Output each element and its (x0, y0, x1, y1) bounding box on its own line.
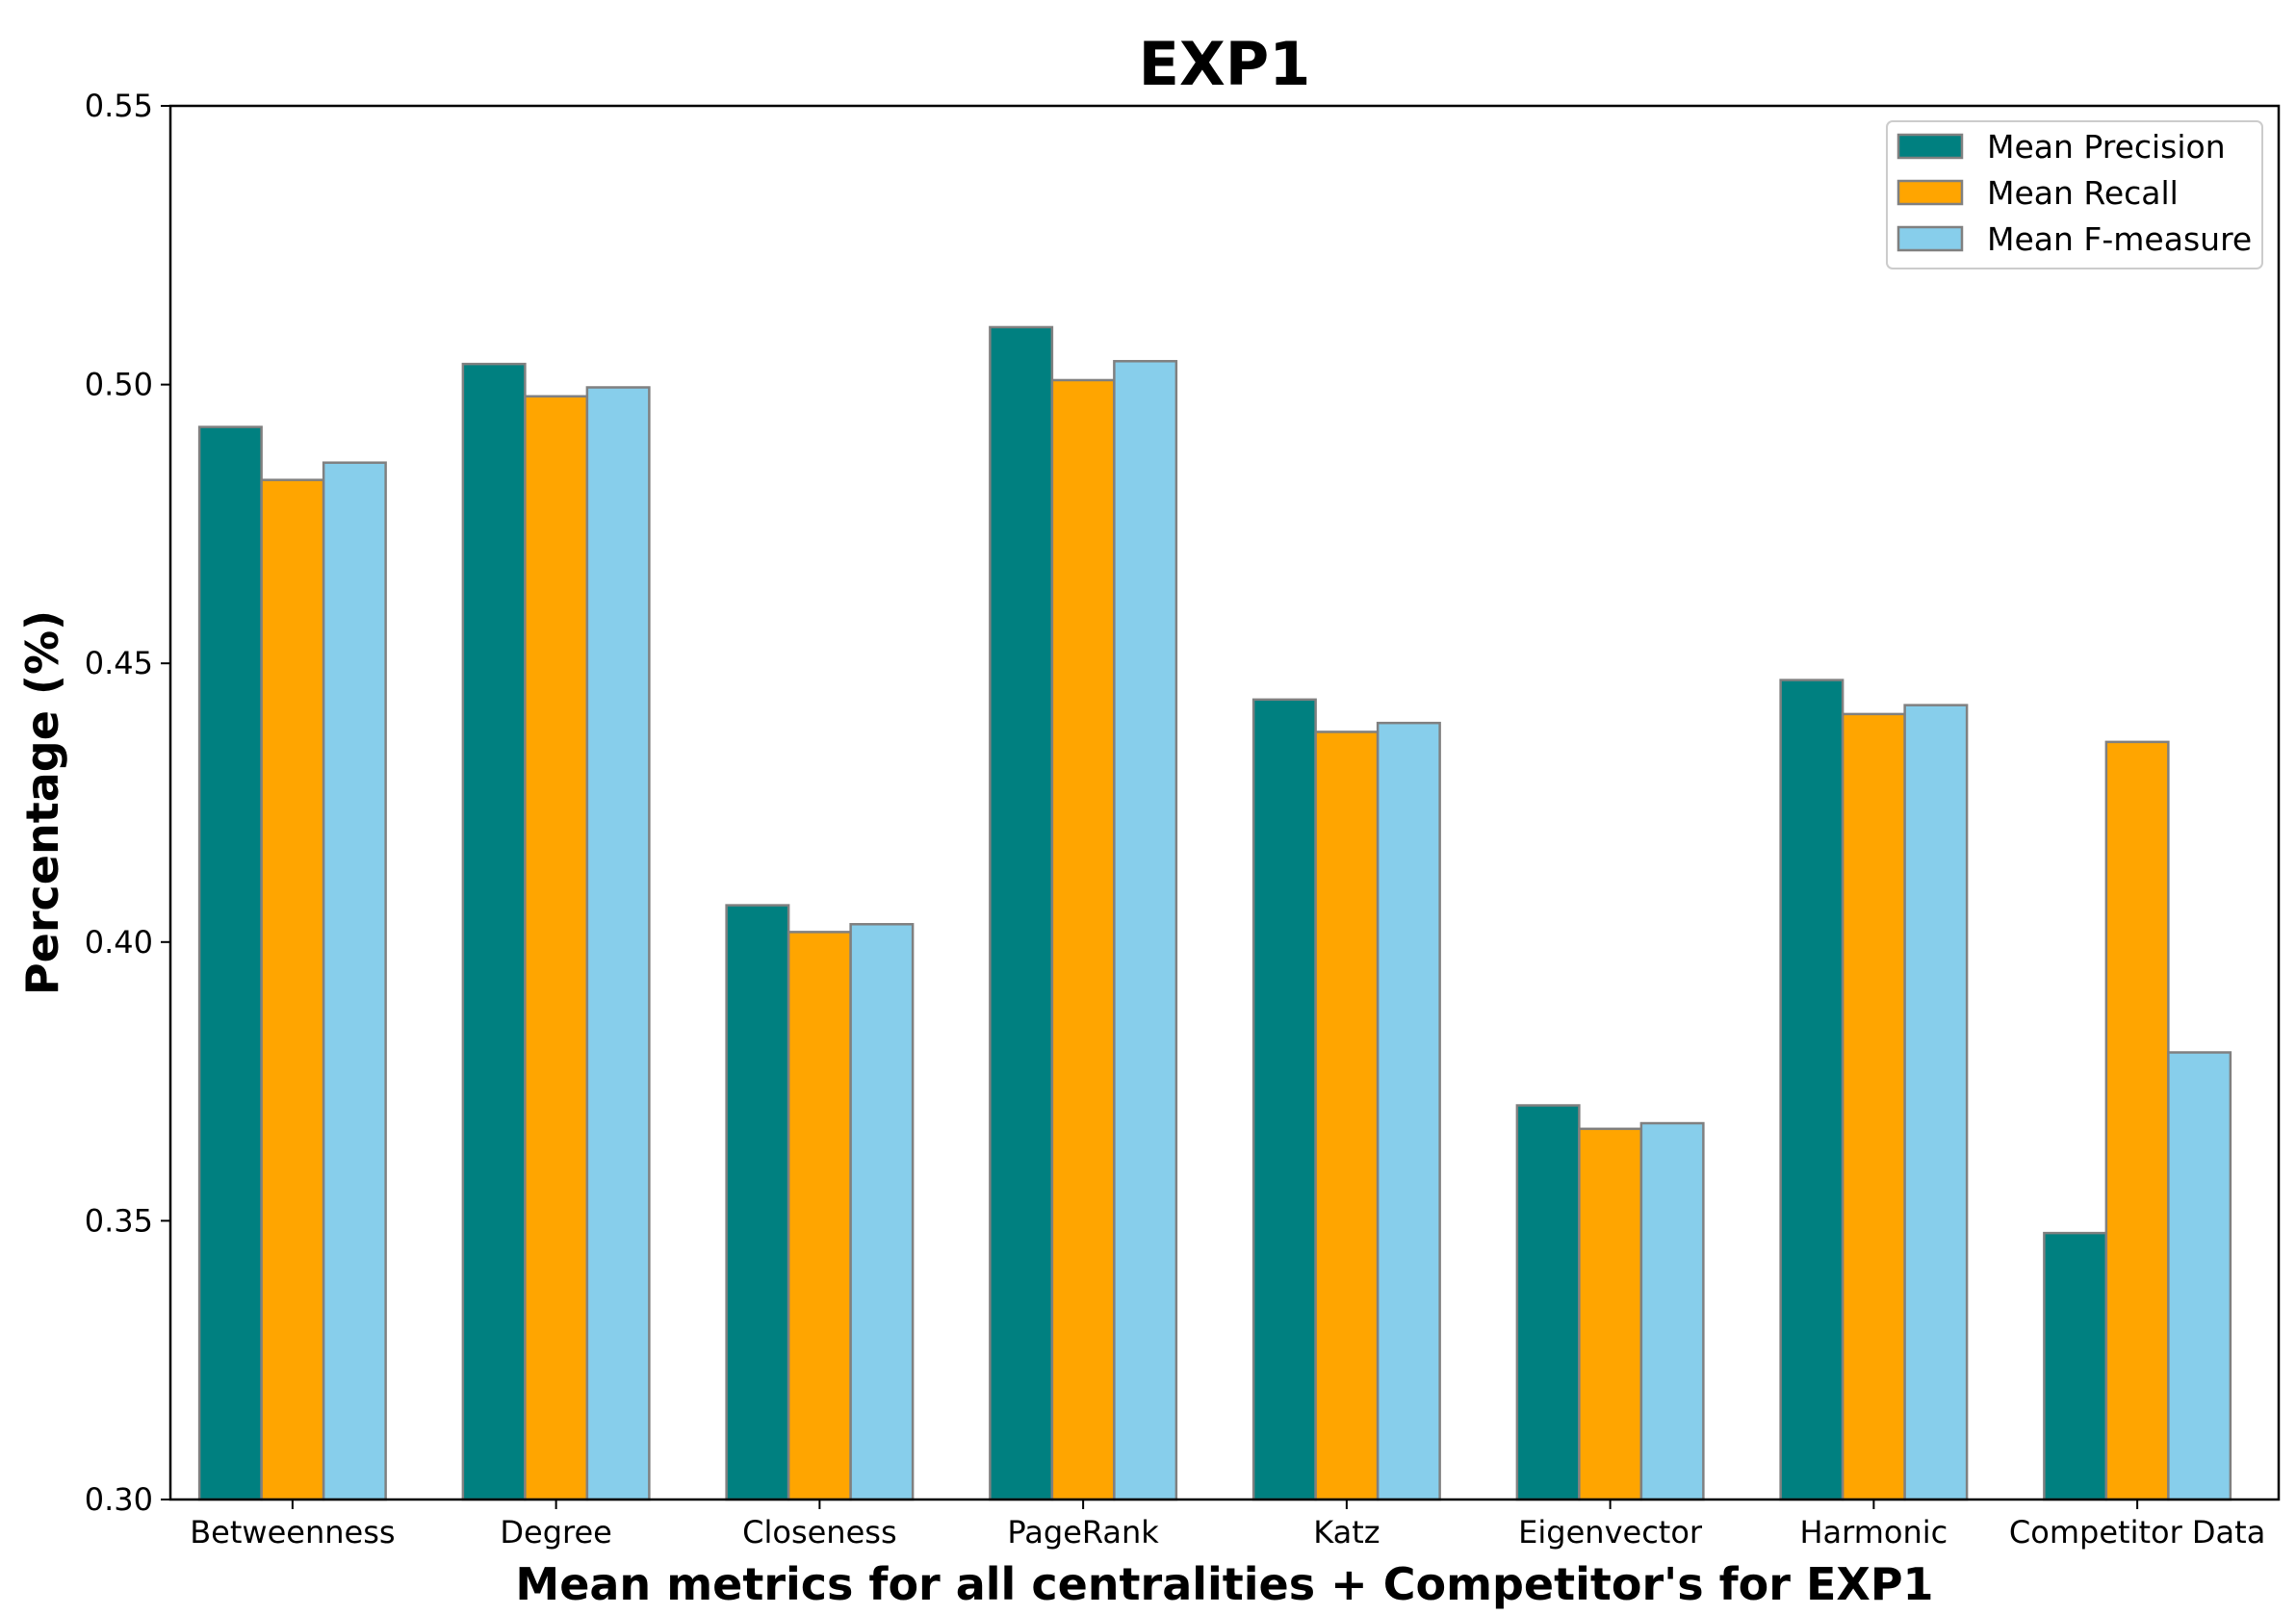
bar-mean-precision-betweenness (197, 425, 263, 1501)
y-axis-label: Percentage (%) (16, 610, 68, 995)
bar-mean-f-measure-competitor-data (2167, 1051, 2232, 1501)
legend-swatch (1896, 133, 1964, 160)
y-tick-label: 0.50 (85, 367, 153, 403)
bar-mean-recall-katz (1314, 731, 1380, 1501)
x-tick-label: Closeness (742, 1514, 896, 1551)
legend-swatch (1896, 179, 1964, 206)
bar-mean-recall-closeness (787, 931, 852, 1501)
bar-mean-f-measure-eigenvector (1639, 1121, 1705, 1501)
x-tick-label: Harmonic (1799, 1514, 1948, 1551)
bar-mean-f-measure-harmonic (1903, 704, 1969, 1501)
bar-mean-recall-competitor-data (2104, 740, 2170, 1501)
x-tick-label: Competitor Data (2009, 1514, 2265, 1551)
bar-mean-precision-eigenvector (1515, 1104, 1581, 1501)
bar-mean-recall-betweenness (260, 478, 325, 1501)
chart-title: EXP1 (1139, 29, 1311, 99)
bar-mean-f-measure-katz (1376, 721, 1441, 1501)
y-tick-label: 0.45 (85, 645, 153, 681)
bar-mean-f-measure-pagerank (1113, 360, 1178, 1501)
bar-mean-precision-competitor-data (2043, 1231, 2108, 1501)
bar-mean-f-measure-betweenness (322, 461, 387, 1501)
x-axis-label: Mean metrics for all centralities + Comp… (515, 1558, 1933, 1610)
bar-mean-precision-pagerank (989, 325, 1054, 1501)
x-tick-label: Betweenness (190, 1514, 395, 1551)
bar-mean-precision-katz (1251, 698, 1317, 1501)
bar-mean-recall-eigenvector (1578, 1127, 1643, 1501)
legend-box (1886, 120, 2263, 269)
bar-mean-precision-harmonic (1779, 679, 1845, 1501)
y-tick-label: 0.30 (85, 1481, 153, 1518)
x-tick-label: PageRank (1007, 1514, 1159, 1551)
legend-label: Mean Recall (1987, 174, 2179, 212)
legend-label: Mean F-measure (1987, 220, 2252, 258)
legend-label: Mean Precision (1987, 128, 2226, 166)
legend-swatch (1896, 225, 1964, 252)
bar-mean-precision-closeness (725, 904, 790, 1501)
bar-mean-f-measure-closeness (849, 923, 915, 1501)
legend: Mean Precision Mean Recall Mean F-measure (1886, 120, 2263, 269)
bar-mean-recall-pagerank (1050, 378, 1116, 1501)
y-tick-label: 0.55 (85, 88, 153, 124)
bar-mean-f-measure-degree (585, 386, 651, 1501)
bar-mean-recall-harmonic (1841, 712, 1906, 1501)
bar-mean-precision-degree (461, 362, 527, 1501)
x-tick-label: Degree (500, 1514, 611, 1551)
y-tick-label: 0.40 (85, 924, 153, 961)
y-tick-label: 0.35 (85, 1202, 153, 1239)
x-tick-label: Katz (1313, 1514, 1380, 1551)
x-tick-label: Eigenvector (1518, 1514, 1703, 1551)
bar-mean-recall-degree (524, 395, 589, 1501)
plot-frame (168, 104, 2281, 1501)
